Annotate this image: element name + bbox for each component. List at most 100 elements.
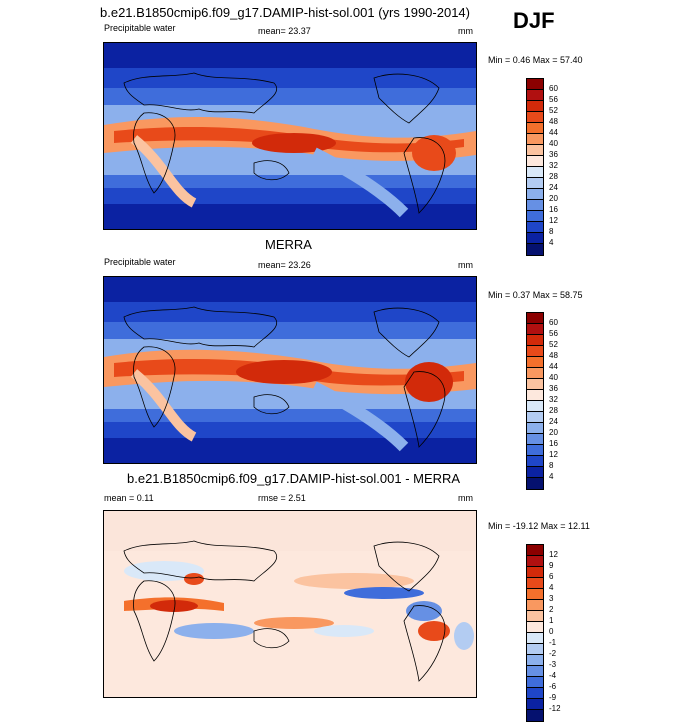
legend-swatch <box>527 699 543 710</box>
legend-label: -9 <box>549 693 557 702</box>
legend-swatch <box>527 710 543 721</box>
panel-2-units: mm <box>458 260 473 270</box>
legend-label: 3 <box>549 594 554 603</box>
legend-label: 6 <box>549 572 554 581</box>
panel-1-title: b.e21.B1850cmip6.f09_g17.DAMIP-hist-sol.… <box>100 5 470 20</box>
precipitable-water-map-model <box>104 43 476 229</box>
legend-swatch <box>527 112 543 123</box>
legend-label: 4 <box>549 583 554 592</box>
legend-swatch <box>527 379 543 390</box>
legend-label: 16 <box>549 439 558 448</box>
precipitable-water-map-merra <box>104 277 476 463</box>
panel-2-variable: Precipitable water <box>104 257 176 267</box>
legend-swatch <box>527 123 543 134</box>
legend-label: 8 <box>549 461 554 470</box>
legend-label: 60 <box>549 84 558 93</box>
season-label: DJF <box>513 8 555 33</box>
legend-label: 60 <box>549 318 558 327</box>
legend-label: 32 <box>549 395 558 404</box>
panel-2-map <box>103 276 477 464</box>
legend-label: 12 <box>549 550 558 559</box>
legend-swatch <box>527 644 543 655</box>
legend-label: 36 <box>549 384 558 393</box>
legend-swatch <box>527 244 543 255</box>
legend-label: 56 <box>549 95 558 104</box>
legend-swatch <box>527 390 543 401</box>
legend-swatch <box>527 456 543 467</box>
legend-label: -6 <box>549 682 557 691</box>
legend-swatch <box>527 423 543 434</box>
legend-swatch <box>527 589 543 600</box>
legend-label: 56 <box>549 329 558 338</box>
legend-label: 12 <box>549 450 558 459</box>
legend-label: 36 <box>549 150 558 159</box>
legend-label: 20 <box>549 428 558 437</box>
legend-label: 52 <box>549 106 558 115</box>
legend-label: -2 <box>549 649 557 658</box>
legend-swatch <box>527 324 543 335</box>
legend-label: 44 <box>549 362 558 371</box>
legend-swatch <box>527 401 543 412</box>
legend-swatch <box>527 90 543 101</box>
legend-swatch <box>527 156 543 167</box>
legend-label: 2 <box>549 605 554 614</box>
panel-3-rmse: rmse = 2.51 <box>258 493 306 503</box>
legend-swatch <box>527 688 543 699</box>
panel-1-map <box>103 42 477 230</box>
panel-2-minmax: Min = 0.37 Max = 58.75 <box>488 290 583 300</box>
legend-label: 28 <box>549 406 558 415</box>
legend-label: 44 <box>549 128 558 137</box>
panel-3-units: mm <box>458 493 473 503</box>
legend-swatch <box>527 233 543 244</box>
legend-label: 32 <box>549 161 558 170</box>
legend-label: 12 <box>549 216 558 225</box>
legend-swatch <box>527 677 543 688</box>
legend-label: 48 <box>549 117 558 126</box>
legend-swatch <box>527 622 543 633</box>
legend-label: -12 <box>549 704 561 713</box>
legend-swatch <box>527 545 543 556</box>
legend-swatch <box>527 611 543 622</box>
legend-label: 9 <box>549 561 554 570</box>
legend-label: 28 <box>549 172 558 181</box>
legend-swatch <box>527 145 543 156</box>
panel-2-mean: mean= 23.26 <box>258 260 311 270</box>
legend-swatch <box>527 445 543 456</box>
legend-swatch <box>527 478 543 489</box>
legend-label: 16 <box>549 205 558 214</box>
legend-label: 4 <box>549 238 554 247</box>
legend-swatch <box>527 412 543 423</box>
panel-2-title: MERRA <box>265 237 312 252</box>
legend-label: 4 <box>549 472 554 481</box>
panel-3-mean: mean = 0.11 <box>104 493 154 503</box>
precipitable-water-difference-map <box>104 511 476 697</box>
legend-swatch <box>527 346 543 357</box>
panel-1-minmax: Min = 0.46 Max = 57.40 <box>488 55 583 65</box>
legend-label: 24 <box>549 417 558 426</box>
panel-1-units: mm <box>458 26 473 36</box>
legend-swatch <box>527 655 543 666</box>
legend-label: -3 <box>549 660 557 669</box>
legend-label: 40 <box>549 139 558 148</box>
legend-label: 1 <box>549 616 554 625</box>
legend-swatch <box>527 633 543 644</box>
legend-swatch <box>527 357 543 368</box>
panel-1-variable: Precipitable water <box>104 23 176 33</box>
panel-3-legend <box>526 544 544 722</box>
legend-swatch <box>527 189 543 200</box>
legend-label: 20 <box>549 194 558 203</box>
legend-swatch <box>527 600 543 611</box>
legend-swatch <box>527 222 543 233</box>
legend-swatch <box>527 211 543 222</box>
panel-3-title: b.e21.B1850cmip6.f09_g17.DAMIP-hist-sol.… <box>127 471 461 486</box>
legend-swatch <box>527 467 543 478</box>
legend-label: 0 <box>549 627 554 636</box>
legend-label: 24 <box>549 183 558 192</box>
legend-swatch <box>527 101 543 112</box>
legend-label: -1 <box>549 638 557 647</box>
legend-swatch <box>527 434 543 445</box>
legend-swatch <box>527 200 543 211</box>
legend-swatch <box>527 335 543 346</box>
legend-swatch <box>527 313 543 324</box>
legend-swatch <box>527 134 543 145</box>
